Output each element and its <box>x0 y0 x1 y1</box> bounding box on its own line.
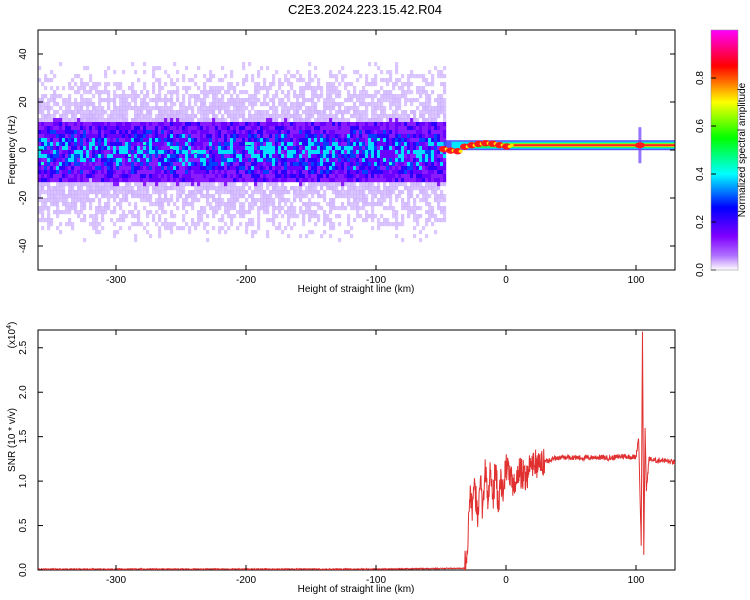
spectrogram-x-label: Height of straight line (km) <box>298 284 415 295</box>
snr-y-tick-label: 2.0 <box>18 385 29 399</box>
spectrogram-x-tick-label: 100 <box>628 275 645 286</box>
snr-series-line <box>38 331 675 570</box>
snr-y-tick-label: 2.5 <box>18 340 29 354</box>
colorbar-tick-label: 0.8 <box>695 71 706 85</box>
spectrogram-x-tick-label: -200 <box>236 275 256 286</box>
spectrogram-y-tick-label: -40 <box>18 238 29 253</box>
snr-frame <box>37 329 676 571</box>
snr-y-scale-close: ) <box>7 322 18 325</box>
snr-y-tick-label: 1.0 <box>18 474 29 488</box>
snr-y-tick-label: 0.0 <box>18 563 29 577</box>
spectrogram-y-tick-label: -20 <box>18 190 29 205</box>
snr-y-label: SNR (10 * v/v) <box>7 408 18 472</box>
spectrogram-x-tick-label: -100 <box>366 275 386 286</box>
colorbar-tick-label: 0.0 <box>695 263 706 277</box>
spectrogram-y-tick-label: 40 <box>18 48 29 60</box>
snr-x-tick-label: -300 <box>106 575 126 586</box>
snr-panel: -300 -200 -100 0 100 0.0 0.5 1.0 1.5 2.0 2.5 Heig… <box>6 322 676 595</box>
snr-x-tick-label: 0 <box>503 575 509 586</box>
spectrogram-y-tick-label: 0 <box>18 147 29 153</box>
spectrogram-x-tick-label: -300 <box>106 275 126 286</box>
svg-text:(x104): (x104) <box>6 322 18 349</box>
spectrogram-y-tick-label: 20 <box>18 96 29 108</box>
snr-x-ticks: -300 -200 -100 0 100 <box>106 330 645 586</box>
figure-title: C2E3.2024.223.15.42.R04 <box>288 2 442 17</box>
snr-y-scale-base: (x10 <box>7 328 18 348</box>
spectrogram-y-label: Frequency (Hz) <box>7 116 18 185</box>
snr-x-tick-label: 100 <box>628 575 645 586</box>
snr-x-tick-label: -200 <box>236 575 256 586</box>
snr-y-tick-label: 0.5 <box>18 518 29 532</box>
colorbar-gradient <box>711 30 738 270</box>
snr-x-label: Height of straight line (km) <box>298 584 415 595</box>
snr-x-tick-label: -100 <box>366 575 386 586</box>
colorbar-ticks: 0.0 0.2 0.4 0.6 0.8 <box>695 29 739 277</box>
spectrogram-y-ticks: -40 -20 0 20 40 <box>18 48 675 253</box>
colorbar-tick-label: 0.2 <box>695 215 706 229</box>
spectrogram-cells <box>38 62 675 243</box>
colorbar-tick-label: 0.6 <box>695 119 706 133</box>
colorbar-tick-label: 0.4 <box>695 167 706 181</box>
colorbar: 0.0 0.2 0.4 0.6 0.8 Normalized spectral ampl… <box>695 29 748 277</box>
snr-y-scale: (x104) <box>6 322 18 349</box>
snr-y-tick-label: 1.5 <box>18 429 29 443</box>
spectrogram-x-tick-label: 0 <box>503 275 509 286</box>
spectrogram-x-ticks: -300 -200 -100 0 100 <box>106 30 645 286</box>
snr-y-scale-exp: 4 <box>6 325 13 329</box>
snr-y-ticks: 0.0 0.5 1.0 1.5 2.0 2.5 <box>18 340 675 577</box>
colorbar-label: Normalized spectral amplitude <box>737 82 748 217</box>
